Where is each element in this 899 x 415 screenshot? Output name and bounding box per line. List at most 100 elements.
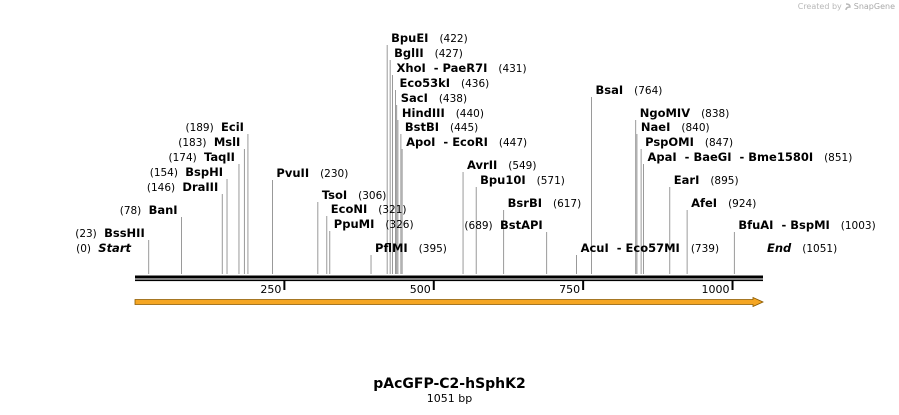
credit-prefix: Created by (797, 2, 842, 11)
site-label-bani[interactable]: (78) BanI (120, 203, 178, 217)
plasmid-size: 1051 bp (426, 392, 473, 405)
site-label-bsrbi[interactable]: BsrBI (617) (508, 196, 582, 210)
site-label-bfuai-bspmi[interactable]: BfuAI - BspMI (1003) (738, 218, 875, 232)
site-position-bsai: (764) (634, 85, 662, 97)
site-label-hindiii[interactable]: HindIII (440) (402, 106, 484, 120)
site-position-bstbi: (445) (450, 122, 478, 134)
site-label-bpu10i[interactable]: Bpu10I (571) (480, 173, 565, 187)
snapgene-logo-icon (845, 2, 851, 10)
site-position-xhoi-paer7i: (431) (498, 63, 526, 75)
site-position-afei: (924) (728, 198, 756, 210)
site-label-bsai[interactable]: BsaI (764) (596, 83, 663, 97)
site-name-bpu10i: Bpu10I (480, 173, 525, 187)
site-position-naei: (840) (681, 122, 709, 134)
snapgene-credit: Created by SnapGene (798, 2, 895, 11)
site-name-saci: SacI (401, 91, 428, 105)
site-label-acui-eco57mi[interactable]: AcuI - Eco57MI (739) (581, 241, 719, 255)
site-name-bstapi: BstAPI (500, 218, 543, 232)
site-position-msli: (183) (178, 137, 206, 149)
site-position-ecii: (189) (185, 122, 213, 134)
site-name-pvuii: PvuII (276, 166, 309, 180)
site-name-bpuei: BpuEI (391, 31, 428, 45)
site-name-bsshii: BssHII (104, 226, 145, 240)
site-label-draiii[interactable]: (146) DraIII (147, 180, 218, 194)
site-label-avrii[interactable]: AvrII (549) (467, 158, 536, 172)
site-name-econi: EcoNI (331, 202, 367, 216)
site-labels: (0) Start(23) BssHII (78) BanI (146) DraII… (75, 31, 875, 255)
site-label-tsoi[interactable]: TsoI (306) (322, 188, 387, 202)
site-name-draiii: DraIII (182, 180, 218, 194)
site-label-afei[interactable]: AfeI (924) (691, 196, 756, 210)
site-position-bsshii: (23) (75, 228, 97, 240)
site-label-bsshii[interactable]: (23) BssHII (75, 226, 145, 240)
site-name-start: Start (98, 241, 131, 255)
site-name-eco53ki: Eco53kI (400, 76, 451, 90)
site-label-eco53ki[interactable]: Eco53kI (436) (400, 76, 490, 90)
backbone (135, 275, 763, 282)
site-label-ecii[interactable]: (189) EciI (185, 120, 243, 134)
tick-label-500: 500 (410, 283, 431, 296)
site-name-bstbi: BstBI (405, 120, 439, 134)
site-name-hindiii: HindIII (402, 106, 445, 120)
site-label-pspomi[interactable]: PspOMI (847) (645, 135, 733, 149)
site-lines (148, 45, 735, 274)
site-position-bstapi: (689) (464, 220, 492, 232)
site-name-acui-eco57mi: AcuI - Eco57MI (581, 241, 680, 255)
site-name-apoi-ecori: ApoI - EcoRI (406, 135, 488, 149)
site-label-apai-baegi-bme1580i[interactable]: ApaI - BaeGI - Bme1580I (851) (647, 150, 852, 164)
site-label-bstbi[interactable]: BstBI (445) (405, 120, 478, 134)
site-position-bfuai-bspmi: (1003) (841, 220, 876, 232)
site-label-pvuii[interactable]: PvuII (230) (276, 166, 348, 180)
linear-map: (0) Start(23) BssHII (78) BanI (146) DraII… (75, 31, 876, 308)
site-name-ppumi: PpuMI (334, 217, 375, 231)
site-position-eari: (895) (710, 175, 738, 187)
site-label-end[interactable]: End (1051) (767, 241, 837, 255)
site-position-bpu10i: (571) (537, 175, 565, 187)
site-position-start: (0) (76, 243, 91, 255)
site-name-taqii: TaqII (204, 150, 235, 164)
site-name-ngomiv: NgoMIV (640, 106, 690, 120)
site-name-tsoi: TsoI (322, 188, 347, 202)
backbone-bottom-strand (135, 279, 763, 282)
site-position-acui-eco57mi: (739) (691, 243, 719, 255)
site-label-econi[interactable]: EcoNI (321) (331, 202, 407, 216)
ruler-ticks: 250 500 750 1000 (260, 281, 734, 296)
site-name-bsai: BsaI (596, 83, 624, 97)
plasmid-name: pAcGFP-C2-hSphK2 (373, 376, 526, 392)
site-name-bfuai-bspmi: BfuAI - BspMI (738, 218, 829, 232)
site-name-avrii: AvrII (467, 158, 497, 172)
site-position-econi: (321) (378, 204, 406, 216)
site-position-ppumi: (326) (385, 219, 413, 231)
credit-brand: SnapGene (853, 2, 895, 11)
site-name-end: End (767, 241, 792, 255)
site-name-msli: MslI (214, 135, 241, 149)
site-label-msli[interactable]: (183) MslI (178, 135, 240, 149)
site-name-xhoi-paer7i: XhoI - PaeR7I (397, 61, 488, 75)
site-position-bsrbi: (617) (553, 198, 581, 210)
site-name-apai-baegi-bme1580i: ApaI - BaeGI - Bme1580I (647, 150, 813, 164)
site-label-ngomiv[interactable]: NgoMIV (838) (640, 106, 730, 120)
site-position-bani: (78) (120, 205, 142, 217)
site-label-taqii[interactable]: (174) TaqII (169, 150, 235, 164)
site-name-eari: EarI (674, 173, 700, 187)
site-position-bglii: (427) (435, 48, 463, 60)
site-label-bstapi[interactable]: (689) BstAPI (464, 218, 542, 232)
site-label-start[interactable]: (0) Start (76, 241, 131, 255)
site-label-ppumi[interactable]: PpuMI (326) (334, 217, 414, 231)
site-position-pflmi: (395) (419, 243, 447, 255)
site-label-eari[interactable]: EarI (895) (674, 173, 739, 187)
site-position-taqii: (174) (169, 152, 197, 164)
site-label-bglii[interactable]: BglII (427) (394, 46, 463, 60)
site-label-naei[interactable]: NaeI (840) (641, 120, 710, 134)
site-label-saci[interactable]: SacI (438) (401, 91, 467, 105)
site-label-apoi-ecori[interactable]: ApoI - EcoRI (447) (406, 135, 527, 149)
site-label-bsphi[interactable]: (154) BspHI (150, 165, 223, 179)
site-label-bpuei[interactable]: BpuEI (422) (391, 31, 468, 45)
feature-arrow (134, 296, 764, 308)
site-position-draiii: (146) (147, 182, 175, 194)
feature-arrow-body[interactable] (134, 296, 764, 308)
site-name-bglii: BglII (394, 46, 424, 60)
site-label-xhoi-paer7i[interactable]: XhoI - PaeR7I (431) (397, 61, 527, 75)
site-position-end: (1051) (802, 243, 837, 255)
site-label-pflmi[interactable]: PflMI (395) (375, 241, 447, 255)
